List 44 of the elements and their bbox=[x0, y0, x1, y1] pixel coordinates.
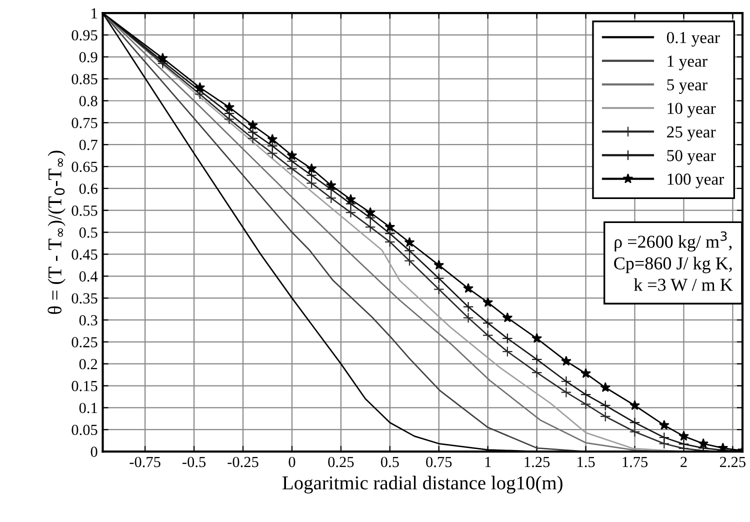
y-tick-label: 0.75 bbox=[72, 118, 98, 128]
y-tick-label: 0.35 bbox=[72, 293, 98, 304]
x-tick-label: 1.5 bbox=[578, 456, 595, 468]
x-tick-label: 0.25 bbox=[328, 456, 354, 468]
annotation: ρ =2600 kg/ m$^{3}$, Cp=860 J/ kg K, k =3 W / m K bbox=[614, 231, 733, 292]
legend-label: 5 year bbox=[667, 79, 708, 94]
y-tick-label: 0.25 bbox=[72, 337, 98, 348]
x-axis-title: Logaritmic radial distance log10(m) bbox=[282, 476, 562, 494]
legend-label: 25 year bbox=[667, 126, 716, 142]
x-tick-label: -0.25 bbox=[228, 456, 258, 468]
legend-label: 100 year bbox=[668, 174, 724, 188]
y-tick-label: 0.55 bbox=[72, 206, 98, 216]
y-tick-label: 0.85 bbox=[72, 74, 98, 84]
y-tick-label: 0 bbox=[90, 446, 98, 457]
legend-label: 1 year bbox=[668, 56, 708, 70]
y-tick-label: 0.6 bbox=[79, 184, 98, 194]
x-tick-label: 0 bbox=[288, 456, 296, 468]
y-tick-label: 0.15 bbox=[72, 380, 98, 392]
x-tick-label: 2 bbox=[680, 456, 687, 467]
legend-label: 0.1 year bbox=[666, 32, 720, 47]
legend-label: 10 year bbox=[668, 102, 716, 118]
y-tick-label: 0.9 bbox=[79, 52, 98, 62]
y-tick-label: 0.8 bbox=[79, 96, 98, 106]
y-tick-label: 0.1 bbox=[79, 402, 97, 414]
x-tick-label: 1.75 bbox=[622, 456, 648, 468]
y-axis-title: θ = (T - T$_{∞}$)/(T$_{0}$-T$_{∞}$) bbox=[48, 150, 66, 314]
y-tick-label: 0.2 bbox=[79, 358, 98, 370]
y-tick-label: 0.7 bbox=[79, 140, 98, 150]
y-tick-label: 0.05 bbox=[72, 424, 98, 436]
y-tick-label: 0.5 bbox=[79, 227, 98, 238]
x-tick-label: -0.5 bbox=[182, 456, 206, 468]
y-tick-label: 1 bbox=[92, 8, 97, 18]
x-tick-label: -0.75 bbox=[130, 456, 160, 468]
x-tick-label: 0.75 bbox=[426, 456, 452, 468]
y-tick-label: 0.95 bbox=[72, 30, 98, 40]
y-tick-label: 0.65 bbox=[72, 162, 98, 172]
y-tick-label: 0.3 bbox=[79, 315, 98, 326]
x-tick-label: 1.25 bbox=[524, 456, 550, 468]
x-tick-label: 0.5 bbox=[380, 456, 399, 468]
legend-label: 50 year bbox=[667, 150, 716, 165]
y-tick-label: 0.45 bbox=[72, 249, 98, 260]
x-tick-label: 2.25 bbox=[720, 456, 746, 468]
x-tick-label: 1 bbox=[485, 456, 491, 467]
y-tick-label: 0.4 bbox=[79, 271, 98, 282]
